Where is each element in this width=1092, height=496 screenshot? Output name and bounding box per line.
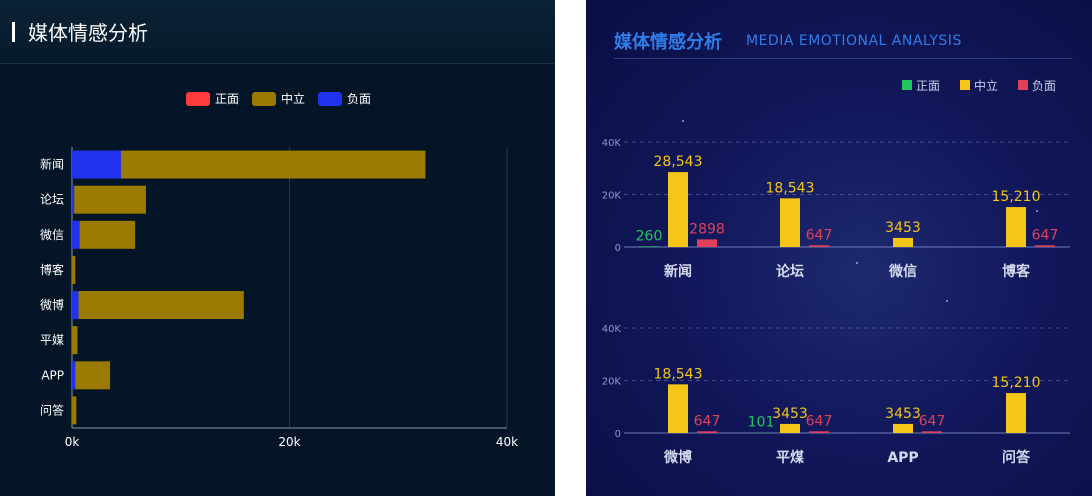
bar — [120, 150, 426, 179]
bar — [72, 361, 76, 390]
legend-swatch — [960, 80, 970, 90]
data-label: 647 — [1032, 227, 1059, 243]
legend-swatch — [318, 92, 342, 106]
legend-swatch — [902, 80, 912, 90]
bar — [697, 239, 717, 247]
right-title: 媒体情感分析 — [614, 32, 722, 53]
bar — [75, 361, 111, 390]
bar — [922, 431, 942, 433]
data-label: 647 — [806, 227, 833, 243]
bar — [668, 172, 688, 247]
x-category-label: APP — [887, 450, 918, 466]
left-header: 媒体情感分析 — [0, 0, 555, 64]
data-label: 3453 — [885, 220, 921, 236]
x-tick-label: 40k — [496, 435, 518, 449]
bar — [72, 396, 77, 425]
data-label: 647 — [919, 413, 946, 429]
left-chart-panel: 媒体情感分析 正面 中立 负面 0k 20k 40k 新闻论坛微信博客微博平媒 APP 问答 — [0, 0, 555, 496]
data-label: 647 — [694, 413, 721, 429]
y-category-label: 平媒 — [40, 333, 64, 347]
bar — [809, 431, 829, 433]
y-tick-label: 0 — [615, 429, 621, 440]
y-category-label: 微信 — [40, 228, 64, 242]
right-subtitle: MEDIA EMOTIONAL ANALYSIS — [746, 33, 962, 49]
bar — [78, 291, 244, 320]
star-decoration — [946, 300, 948, 302]
y-category-label: 问答 — [40, 402, 64, 417]
y-tick-label: 40K — [602, 324, 622, 335]
bar — [72, 185, 75, 214]
data-label: 28,543 — [654, 154, 703, 170]
x-category-label: 论坛 — [776, 263, 804, 280]
data-label: 3453 — [772, 406, 808, 422]
x-category-label: 微信 — [888, 263, 917, 280]
data-label: 2898 — [689, 221, 725, 237]
bar — [72, 291, 79, 320]
legend-swatch — [252, 92, 276, 106]
data-label: 3453 — [885, 406, 921, 422]
bar — [72, 255, 76, 284]
y-tick-label: 0 — [615, 243, 621, 254]
data-label: 18,543 — [766, 180, 815, 196]
y-tick-label: 20K — [602, 377, 622, 388]
legend-label: 正面 — [215, 92, 239, 106]
y-category-label: 新闻 — [40, 157, 64, 172]
y-category-label: APP — [41, 368, 64, 382]
legend-label: 正面 — [916, 79, 940, 93]
bar — [72, 220, 80, 249]
x-tick-label: 20k — [278, 435, 300, 449]
x-category-label: 平煤 — [776, 449, 805, 466]
bar — [1006, 207, 1026, 247]
bar — [668, 384, 688, 433]
bar — [1035, 245, 1055, 247]
data-label: 15,210 — [992, 189, 1041, 205]
left-title: 媒体情感分析 — [28, 21, 148, 45]
data-label: 18,543 — [654, 366, 703, 382]
bar — [780, 198, 800, 247]
legend-swatch — [1018, 80, 1028, 90]
star-decoration — [856, 262, 858, 264]
legend-label: 中立 — [974, 78, 998, 93]
y-tick-label: 40K — [602, 138, 622, 149]
x-category-label: 微博 — [663, 449, 692, 466]
x-category-label: 问答 — [1002, 449, 1031, 466]
x-tick-label: 0k — [65, 435, 80, 449]
bar — [639, 246, 659, 247]
data-label: 647 — [806, 413, 833, 429]
star-decoration — [682, 120, 684, 122]
legend-swatch — [186, 92, 210, 106]
bar — [72, 150, 121, 179]
y-category-label: 论坛 — [40, 193, 64, 207]
y-category-label: 微博 — [40, 297, 64, 312]
y-tick-label: 20K — [602, 191, 622, 202]
right-chart-panel: 媒体情感分析 MEDIA EMOTIONAL ANALYSIS 正面 中立 负面 0 2… — [586, 0, 1092, 496]
data-label: 260 — [636, 228, 663, 244]
bar — [79, 220, 136, 249]
title-divider — [614, 58, 1072, 59]
bar — [893, 423, 913, 433]
bar — [893, 237, 913, 247]
title-accent-bar — [12, 22, 15, 42]
x-category-label: 博客 — [1002, 263, 1031, 280]
x-category-label: 新闻 — [664, 263, 692, 280]
bar — [697, 431, 717, 433]
data-label: 15,210 — [992, 375, 1041, 391]
right-bar-charts: 正面 中立 负面 0 20K 40K 新闻 260 28,543 2898 论坛 18,543 647 微… — [602, 78, 1070, 466]
bar — [809, 245, 829, 247]
data-label: 101 — [748, 415, 775, 431]
bar — [74, 185, 146, 214]
star-decoration — [1036, 210, 1038, 212]
bar — [780, 423, 800, 433]
y-category-label: 博客 — [40, 262, 64, 277]
legend-label: 负面 — [1032, 79, 1056, 93]
bar — [1006, 393, 1026, 433]
legend-label: 负面 — [347, 92, 371, 106]
legend-label: 中立 — [281, 91, 305, 106]
bar — [72, 326, 78, 355]
